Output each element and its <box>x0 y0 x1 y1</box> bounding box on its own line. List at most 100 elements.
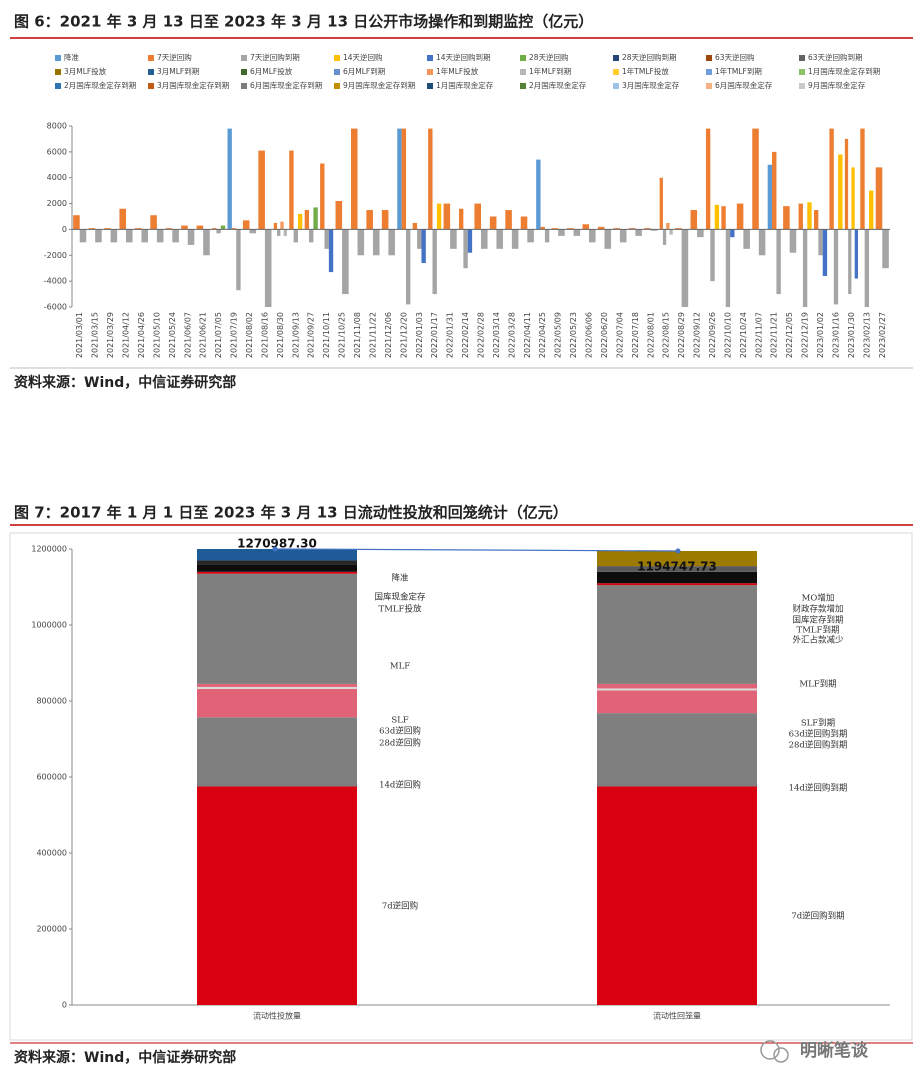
x-tick-label: 2021/04/26 <box>137 312 146 358</box>
legend-swatch <box>520 55 526 61</box>
x-tick-label: 2021/08/16 <box>260 312 269 358</box>
bar <box>690 210 698 230</box>
bar <box>714 204 720 230</box>
annotation: 63d逆回购 <box>379 726 421 737</box>
x-tick-label: 2022/03/14 <box>492 312 501 358</box>
x-tick-label: 2021/10/25 <box>338 312 347 358</box>
legend-label: 7天逆回购 <box>157 52 192 62</box>
legend-swatch <box>148 69 154 75</box>
bar <box>172 229 179 243</box>
bar-segment <box>197 688 357 718</box>
source-note: 资料来源：Wind，中信证券研究部 <box>14 374 236 391</box>
annotation: 28d逆回购 <box>379 738 421 749</box>
bar <box>613 228 620 230</box>
bar <box>428 128 433 230</box>
x-tick-label: 2021/06/07 <box>183 312 192 358</box>
x-tick-label: 2022/12/05 <box>785 312 794 358</box>
legend-label: 6月MLF投放 <box>250 66 293 76</box>
bar <box>350 128 358 230</box>
bar <box>342 229 349 295</box>
x-tick-label: 2022/04/11 <box>523 312 532 358</box>
y-tick-label: 200000 <box>36 925 67 934</box>
bar <box>212 228 217 230</box>
annotation: SLF到期 <box>801 719 835 729</box>
bar <box>196 225 204 230</box>
bar <box>725 229 731 307</box>
bar <box>551 228 559 230</box>
legend-label: 1年MLF到期 <box>529 66 571 76</box>
bar <box>527 229 534 243</box>
bar <box>520 216 528 230</box>
bar-segment <box>597 585 757 684</box>
x-tick-label: 2023/01/02 <box>816 312 825 358</box>
x-tick-label: 2022/01/03 <box>415 312 424 358</box>
legend-swatch <box>706 83 712 89</box>
watermark-icon <box>760 1040 780 1060</box>
bar <box>110 229 118 243</box>
annotation: 63d逆回购到期 <box>789 729 848 740</box>
annotation: 28d逆回购到期 <box>789 740 848 751</box>
y-tick-label: 1200000 <box>31 545 67 554</box>
legend-swatch <box>427 55 433 61</box>
bar <box>273 222 278 230</box>
bar <box>481 229 488 249</box>
bar <box>875 167 883 230</box>
total-label: 1270987.30 <box>237 537 317 551</box>
legend-label: 7天逆回购到期 <box>250 52 300 62</box>
y-tick-label: 2000 <box>47 199 67 208</box>
bar <box>540 226 545 230</box>
bar <box>869 190 874 230</box>
bar <box>659 177 663 230</box>
bar <box>802 229 808 307</box>
y-tick-label: 0 <box>62 1001 67 1010</box>
bar-segment <box>597 683 757 689</box>
bar <box>324 229 329 249</box>
connector <box>274 548 679 552</box>
bars <box>197 549 757 1005</box>
legend-label: 3月国库现金定存 <box>622 80 680 90</box>
legend-label: 3月MLF到期 <box>157 67 199 76</box>
bar <box>187 229 195 245</box>
x-tick-label: 2021/10/11 <box>322 312 331 358</box>
x-tick-label: 2021/04/12 <box>122 312 131 358</box>
bar <box>258 150 265 230</box>
x-tick-label: 2021/05/24 <box>168 312 177 358</box>
source-note: 资料来源：Wind，中信证券研究部 <box>14 1049 236 1066</box>
bar <box>203 229 210 256</box>
legend-swatch <box>520 83 526 89</box>
watermark-icon <box>773 1047 789 1063</box>
legend-swatch <box>520 69 526 75</box>
bar <box>119 208 127 230</box>
x-tick-label: 2023/01/16 <box>831 312 840 358</box>
x-tick-label: 2021/07/19 <box>230 312 239 358</box>
bar-segment <box>597 550 757 567</box>
x-tick-label: 2022/02/28 <box>477 312 486 358</box>
legend-swatch <box>799 83 805 89</box>
bar <box>181 225 188 230</box>
bar-segment <box>197 683 357 687</box>
legend-swatch <box>427 69 433 75</box>
bar-segment <box>197 686 357 689</box>
bar <box>242 220 250 230</box>
bar-segment <box>197 573 357 684</box>
legend-swatch <box>55 83 61 89</box>
bar-segment <box>197 571 357 574</box>
x-tick-label: 2021/11/22 <box>368 312 377 358</box>
bar <box>783 206 790 230</box>
legend-swatch <box>148 55 154 61</box>
bar <box>644 228 651 230</box>
legend-label: 降准 <box>64 52 79 62</box>
legend-label: 3月国库现金定存到期 <box>157 80 229 90</box>
bar <box>467 229 473 253</box>
x-tick-label: 2022/08/15 <box>662 312 671 358</box>
bar <box>619 229 627 243</box>
legend-label: 63天逆回购到期 <box>808 52 863 62</box>
y-tick-label: 400000 <box>36 849 67 858</box>
x-tick-label: 2021/11/08 <box>353 312 362 358</box>
bar <box>582 224 590 230</box>
bar-segment <box>597 583 757 586</box>
annotation: 国库定存到期 <box>792 615 843 626</box>
bar <box>772 151 777 230</box>
bar <box>126 229 133 243</box>
